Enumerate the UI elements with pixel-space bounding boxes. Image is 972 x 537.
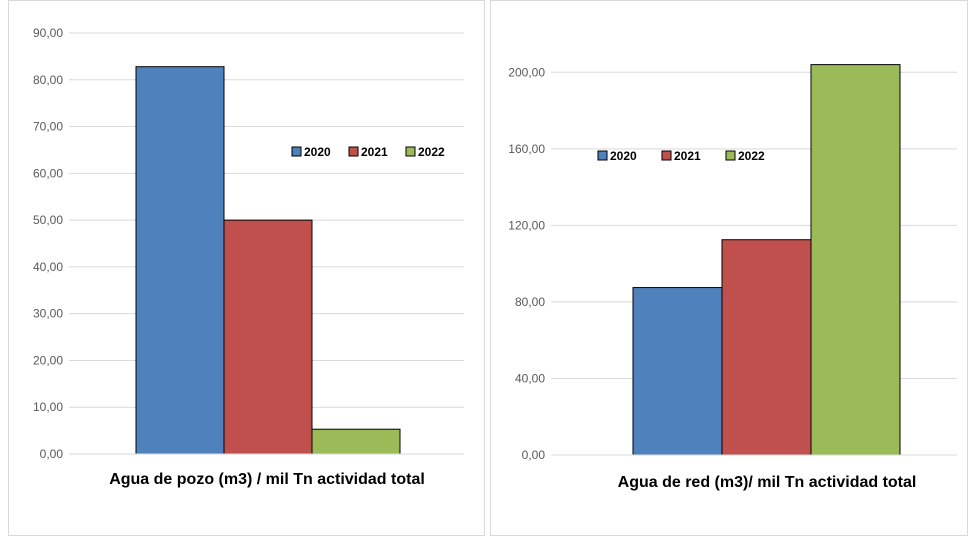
y-tick-label: 80,00 [515, 295, 545, 309]
legend-label-2021: 2021 [674, 149, 701, 163]
legend-swatch-2021 [661, 150, 672, 161]
y-tick-label: 40,00 [515, 371, 545, 385]
legend-swatch-2020 [291, 146, 302, 157]
legend-swatch-2022 [405, 146, 416, 157]
y-tick-label: 200,00 [508, 65, 545, 79]
chart-agua-de-pozo: 0,00 10,00 20,00 30,00 40,00 50,00 60,00 70,00 8… [33, 26, 464, 488]
y-tick-label: 80,00 [33, 73, 63, 87]
bar-2021 [721, 239, 812, 456]
legend-swatch-2020 [597, 150, 608, 161]
y-tick-label: 0,00 [522, 448, 546, 462]
x-axis-label: Agua de pozo (m3) / mil Tn actividad tot… [109, 471, 425, 488]
y-tick-label: 50,00 [33, 213, 63, 227]
y-tick-label: 120,00 [508, 218, 545, 232]
chart-panel-agua-de-pozo: 0,00 10,00 20,00 30,00 40,00 50,00 60,00 70,00 8… [8, 0, 485, 536]
y-tick-label: 70,00 [33, 120, 63, 134]
chart-panel-agua-de-red: 0,00 40,00 80,00 120,00 160,00 200,00 2020 2021… [490, 0, 968, 536]
bar-2020 [632, 287, 723, 456]
y-tick-label: 60,00 [33, 166, 63, 180]
legend-label-2022: 2022 [418, 145, 445, 159]
y-tick-label: 160,00 [508, 142, 545, 156]
bar-2022 [311, 428, 401, 455]
legend-label-2020: 2020 [610, 149, 637, 163]
legend-swatch-2021 [348, 146, 359, 157]
y-tick-label: 40,00 [33, 260, 63, 274]
y-tick-label: 30,00 [33, 307, 63, 321]
chart-agua-de-red: 0,00 40,00 80,00 120,00 160,00 200,00 2020 2021… [508, 64, 957, 491]
x-axis-label: Agua de red (m3)/ mil Tn actividad total [618, 474, 917, 491]
y-tick-label: 0,00 [40, 447, 64, 461]
y-tick-label: 20,00 [33, 353, 63, 367]
bar-2021 [223, 219, 313, 455]
legend-label-2022: 2022 [738, 149, 765, 163]
legend-label-2020: 2020 [304, 145, 331, 159]
y-tick-label: 10,00 [33, 400, 63, 414]
bar-2020 [135, 66, 225, 455]
legend-label-2021: 2021 [361, 145, 388, 159]
y-tick-label: 90,00 [33, 26, 63, 40]
legend-swatch-2022 [725, 150, 736, 161]
bar-2022 [810, 64, 901, 456]
